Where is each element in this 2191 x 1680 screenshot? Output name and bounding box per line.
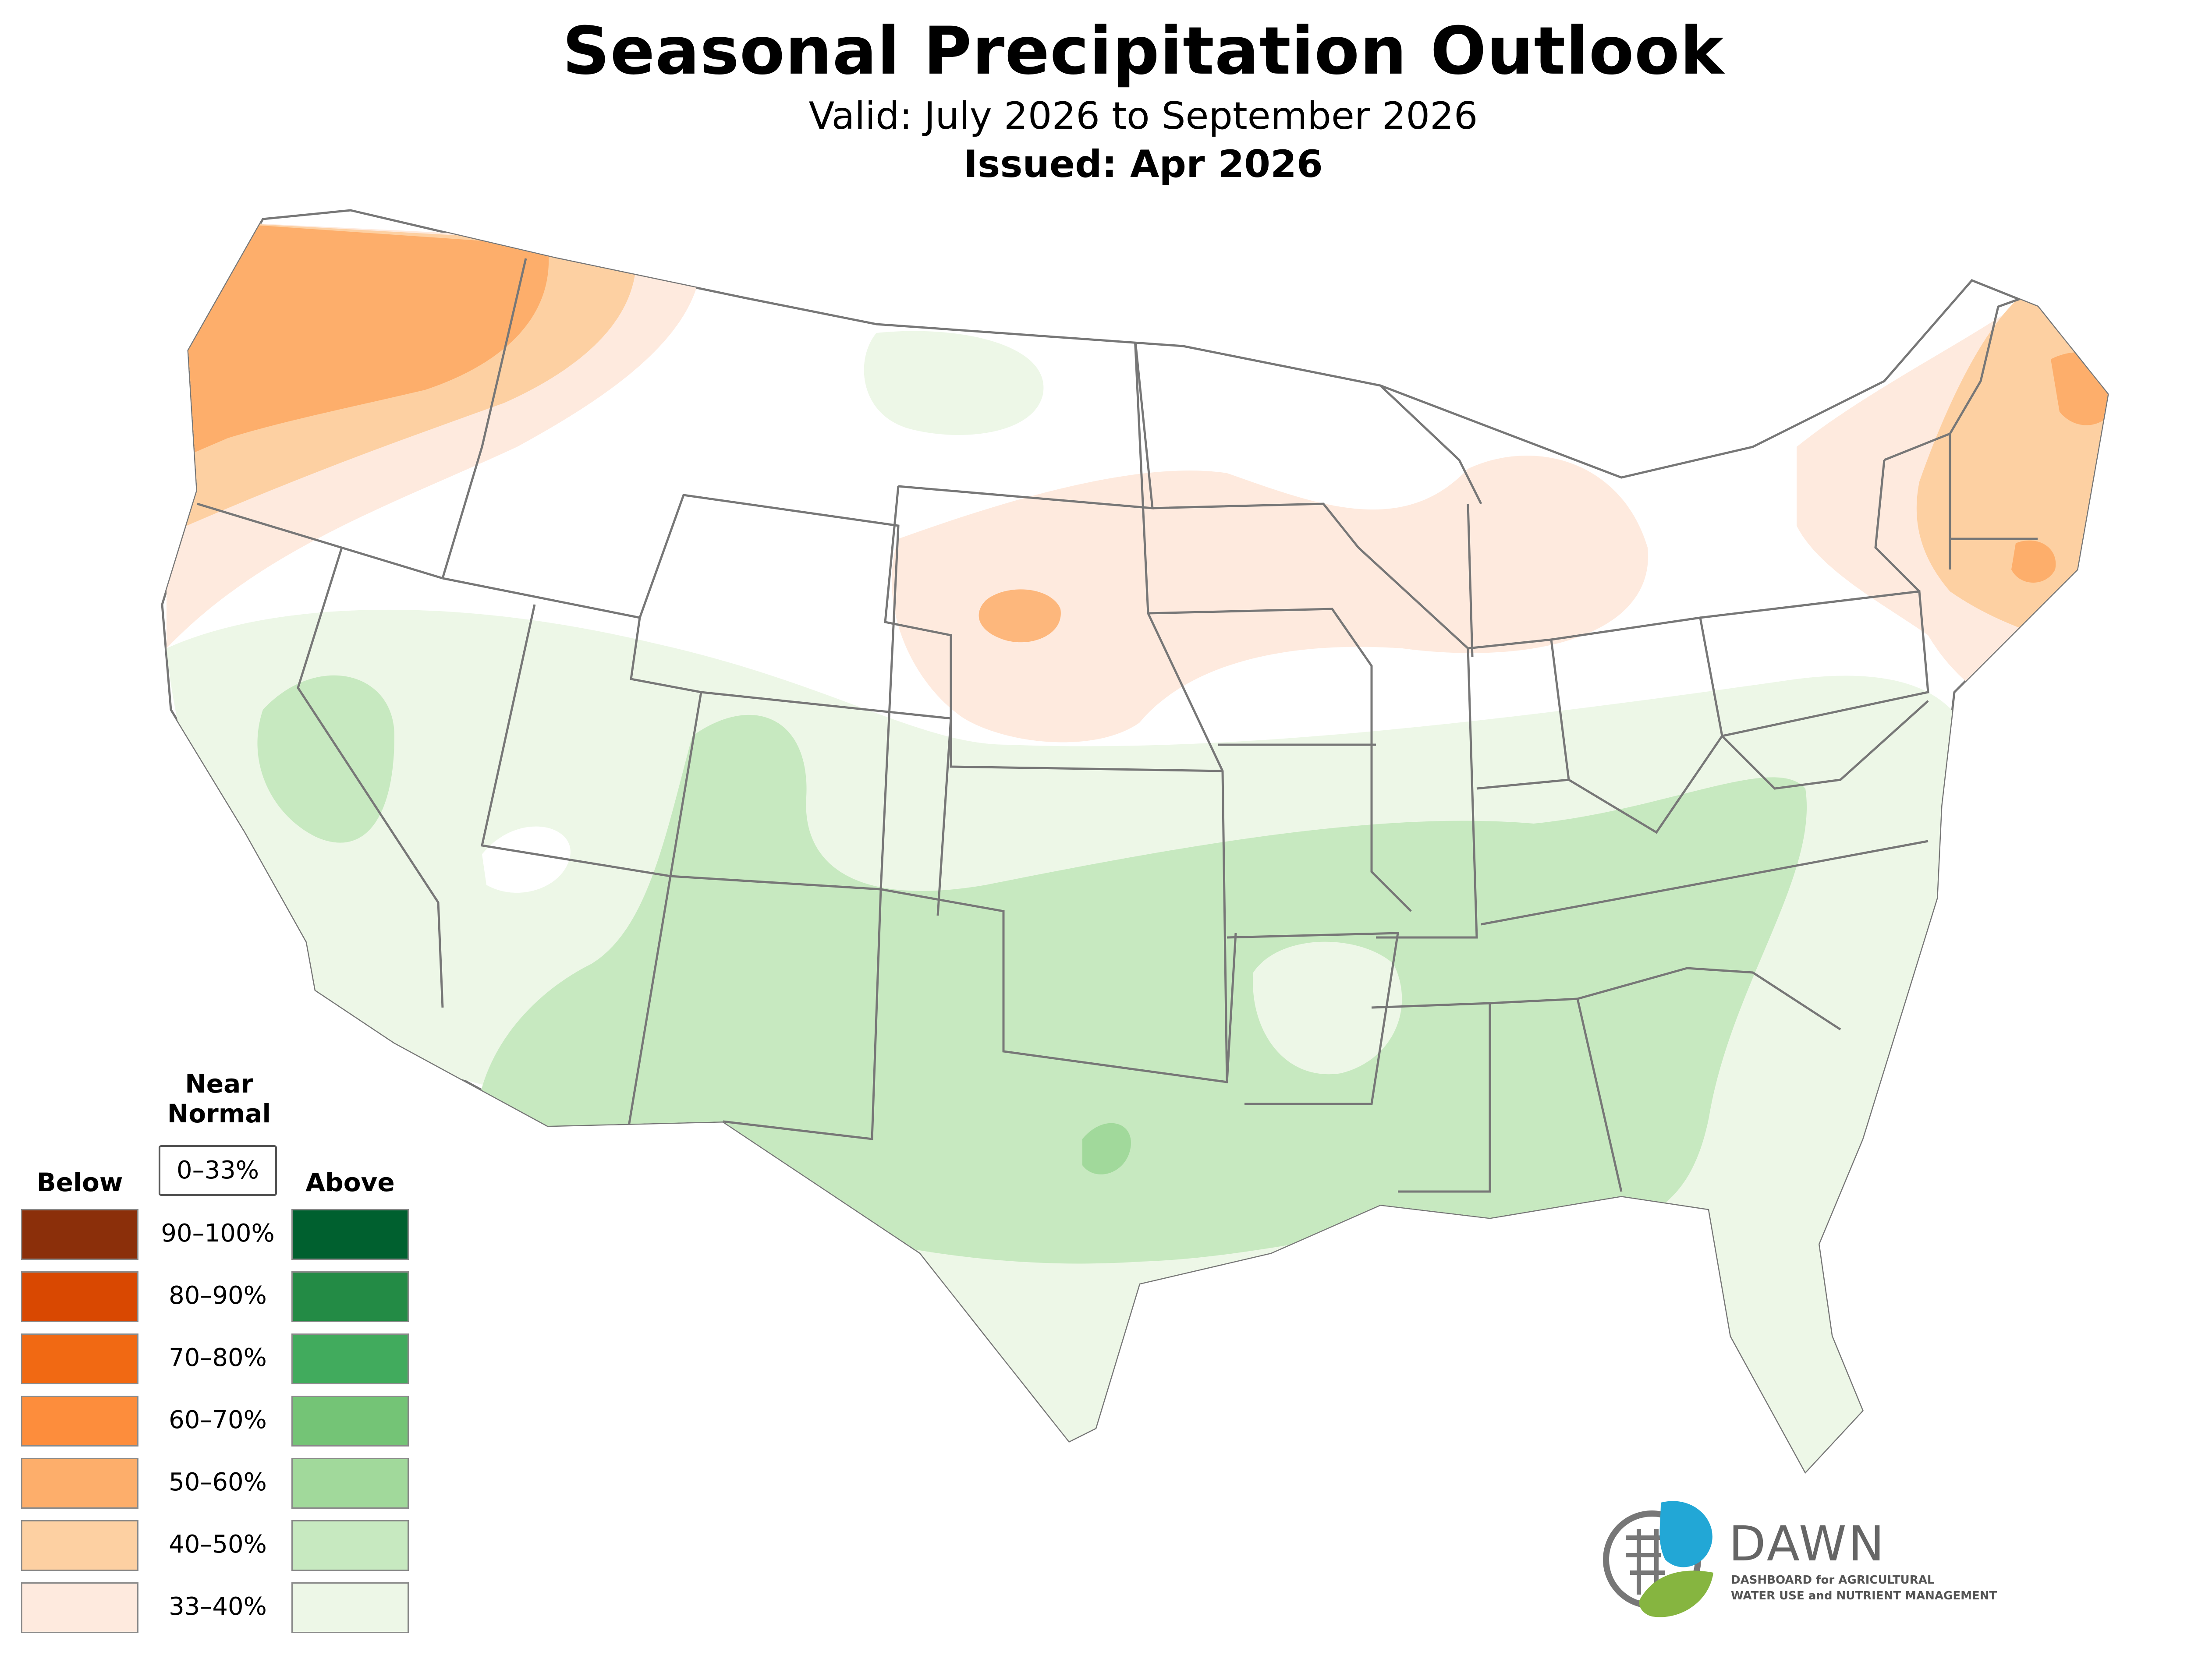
range-label-40-50: 40–50%	[169, 1530, 267, 1559]
range-label-33-40: 33–40%	[169, 1592, 267, 1621]
map-title: Seasonal Precipitation Outlook	[562, 13, 1724, 89]
below-swatch-60-70	[21, 1396, 138, 1447]
near-normal-heading: Near Normal	[167, 1069, 271, 1128]
below-swatch-40-50	[21, 1520, 138, 1571]
above-swatch-50-60	[291, 1458, 409, 1509]
above-swatch-40-50	[291, 1520, 409, 1571]
above-heading: Above	[305, 1167, 395, 1197]
logo-name: DAWN	[1729, 1516, 1886, 1572]
above-swatch-90-100	[291, 1209, 409, 1260]
near-normal-arkansas-hole	[1253, 941, 1402, 1075]
below-heading: Below	[36, 1167, 123, 1197]
state-borders	[197, 258, 2060, 1193]
below-50-60-nebraska-spot	[979, 589, 1061, 643]
logo-line-2: WATER USE and NUTRIENT MANAGEMENT	[1731, 1589, 1997, 1602]
above-50-60-texas-spot	[1082, 1123, 1131, 1174]
below-swatch-90-100	[21, 1209, 138, 1260]
above-swatch-70-80	[291, 1333, 409, 1384]
below-50-60-massachusetts	[2011, 540, 2056, 583]
above-swatch-60-70	[291, 1396, 409, 1447]
range-label-90-100: 90–100%	[161, 1219, 275, 1248]
near-normal-nevada-hole	[482, 826, 571, 893]
below-swatch-70-80	[21, 1333, 138, 1384]
below-swatch-33-40	[21, 1582, 138, 1633]
near-normal-range: 0–33%	[159, 1145, 277, 1196]
above-40-50-nevada	[257, 675, 394, 843]
below-50-60-northwest	[167, 219, 549, 464]
issued-date: Issued: Apr 2026	[964, 142, 1323, 186]
valid-period: Valid: July 2026 to September 2026	[808, 94, 1478, 138]
below-33-40-plains	[891, 456, 1649, 743]
above-swatch-80-90	[291, 1271, 409, 1322]
range-label-80-90: 80–90%	[169, 1281, 267, 1310]
above-swatch-33-40	[291, 1582, 409, 1633]
below-swatch-50-60	[21, 1458, 138, 1509]
below-swatch-80-90	[21, 1271, 138, 1322]
range-label-70-80: 70–80%	[169, 1344, 267, 1372]
dawn-logo-icon	[1603, 1501, 1713, 1617]
range-label-60-70: 60–70%	[169, 1406, 267, 1434]
range-label-50-60: 50–60%	[169, 1468, 267, 1496]
logo-line-1: DASHBOARD for AGRICULTURAL	[1731, 1574, 1935, 1587]
above-33-40-dakota	[864, 331, 1044, 435]
